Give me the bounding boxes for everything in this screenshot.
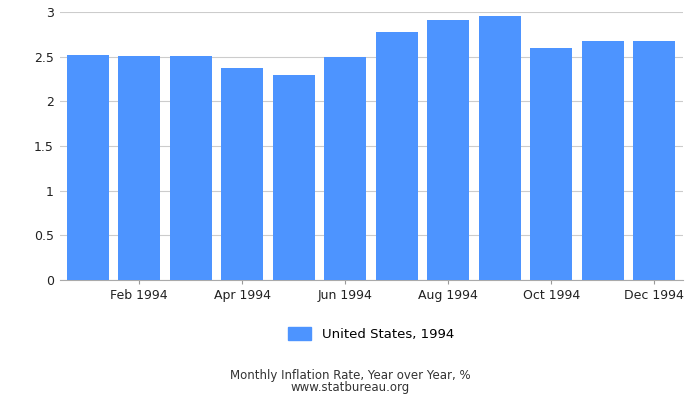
Bar: [582, 42, 624, 280]
Bar: [118, 56, 160, 280]
Bar: [66, 55, 109, 280]
Bar: [376, 32, 418, 280]
Text: www.statbureau.org: www.statbureau.org: [290, 382, 410, 394]
Bar: [479, 16, 521, 280]
Bar: [530, 48, 573, 280]
Bar: [221, 68, 263, 280]
Text: Monthly Inflation Rate, Year over Year, %: Monthly Inflation Rate, Year over Year, …: [230, 370, 470, 382]
Bar: [273, 74, 315, 280]
Bar: [427, 20, 469, 280]
Bar: [324, 57, 366, 280]
Bar: [169, 56, 212, 280]
Legend: United States, 1994: United States, 1994: [288, 327, 454, 341]
Bar: [633, 42, 676, 280]
